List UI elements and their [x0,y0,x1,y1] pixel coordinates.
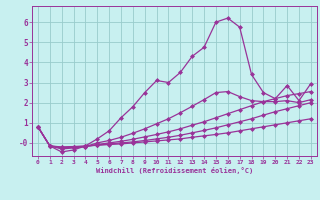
X-axis label: Windchill (Refroidissement éolien,°C): Windchill (Refroidissement éolien,°C) [96,167,253,174]
